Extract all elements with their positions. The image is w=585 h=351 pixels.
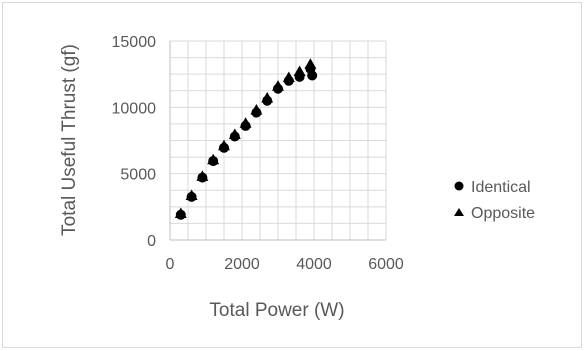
point-opposite xyxy=(261,92,274,103)
legend-marker-identical xyxy=(454,181,464,191)
y-tick-label: 15000 xyxy=(112,34,157,51)
point-identical xyxy=(307,70,318,81)
x-tick-label: 0 xyxy=(166,256,175,273)
tick-labels: 0 2000 4000 6000 0 5000 10000 15000 xyxy=(112,34,404,273)
legend: Identical Opposite xyxy=(454,179,535,222)
point-opposite xyxy=(174,207,187,218)
x-tick-label: 4000 xyxy=(296,256,332,273)
point-opposite xyxy=(272,80,284,91)
axes xyxy=(169,41,386,241)
chart-frame xyxy=(2,2,582,348)
point-opposite xyxy=(218,139,230,151)
point-opposite xyxy=(304,58,317,69)
point-opposite xyxy=(228,128,241,140)
y-tick-label: 0 xyxy=(147,233,156,250)
x-axis-title: Total Power (W) xyxy=(209,300,344,321)
y-tick-label: 5000 xyxy=(120,167,156,184)
point-opposite xyxy=(293,65,306,77)
y-axis-title: Total Useful Thrust (gf) xyxy=(59,44,80,236)
point-opposite xyxy=(250,103,263,115)
legend-label-identical: Identical xyxy=(471,179,531,196)
legend-marker-opposite xyxy=(454,208,464,216)
point-opposite xyxy=(185,189,198,201)
x-tick-label: 6000 xyxy=(368,256,404,273)
point-opposite xyxy=(239,117,252,128)
y-tick-label: 10000 xyxy=(112,100,157,117)
legend-label-opposite: Opposite xyxy=(471,205,535,222)
grid-lines xyxy=(169,40,387,241)
point-opposite xyxy=(196,170,209,181)
x-tick-label: 2000 xyxy=(224,256,260,273)
data-points xyxy=(174,58,318,220)
point-opposite xyxy=(282,71,295,82)
point-opposite xyxy=(207,153,220,165)
